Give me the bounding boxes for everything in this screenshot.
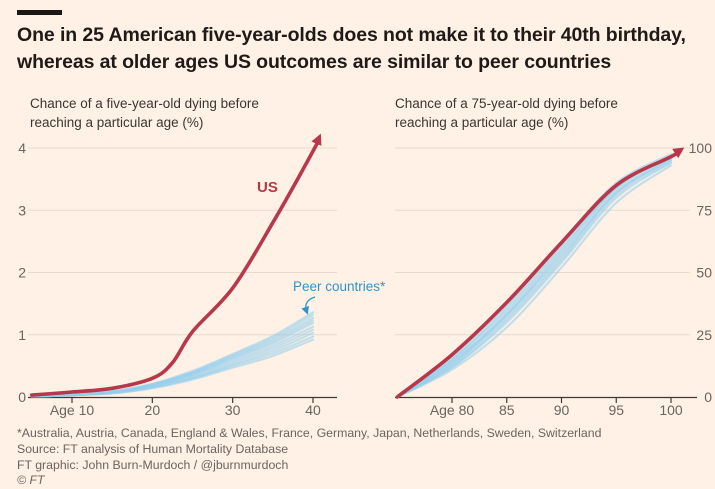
- y-tick-label: 25: [696, 327, 712, 343]
- source-line: Source: FT analysis of Human Mortality D…: [17, 441, 289, 456]
- page-title: One in 25 American five-year-olds does n…: [17, 22, 707, 76]
- peer-country-line: [30, 335, 315, 398]
- y-tick-label: 75: [696, 202, 712, 218]
- left-chart: 0 1 2 3 4 Age 10 20 30 40: [18, 133, 337, 418]
- peer-country-line: [396, 164, 673, 399]
- peer-countries-label: Peer countries*: [293, 279, 386, 294]
- y-tick-label: 0: [704, 389, 712, 405]
- us-line: [30, 133, 322, 397]
- x-tick-label: Age 80: [430, 402, 475, 418]
- title-line-2: whereas at older ages US outcomes are si…: [17, 51, 612, 73]
- x-tick-label: 95: [608, 402, 624, 418]
- peer-country-line: [30, 311, 315, 398]
- y-tick-label: 100: [689, 140, 713, 156]
- credit-line: FT graphic: John Burn-Murdoch / @jburnmu…: [17, 457, 289, 472]
- x-tick-label: 20: [145, 402, 161, 418]
- x-tick-label: 40: [305, 402, 321, 418]
- left-chart-subtitle: Chance of a five-year-old dying before r…: [30, 96, 259, 130]
- copyright-line: © FT: [17, 473, 45, 488]
- y-tick-label: 50: [696, 265, 712, 281]
- x-tick-label: 100: [659, 402, 683, 418]
- x-tick-label: Age 10: [50, 402, 95, 418]
- x-tick-label: 30: [225, 402, 241, 418]
- y-tick-label: 1: [18, 327, 26, 343]
- y-tick-label: 3: [18, 202, 26, 218]
- peer-label-arrow: [301, 296, 316, 315]
- x-tick-label: 85: [499, 402, 515, 418]
- peer-country-line: [396, 160, 673, 399]
- us-line: [395, 147, 685, 399]
- right-chart: 0 25 50 75 100 Age 80 85 90 95 100: [395, 140, 712, 418]
- title-line-1: One in 25 American five-year-olds does n…: [17, 24, 686, 46]
- y-tick-label: 4: [18, 140, 26, 156]
- chart-footer: *Australia, Austria, Canada, England & W…: [17, 426, 707, 489]
- us-series-label: US: [257, 179, 278, 196]
- x-tick-label: 90: [554, 402, 570, 418]
- footnote-peer-countries: *Australia, Austria, Canada, England & W…: [17, 426, 602, 440]
- y-tick-label: 0: [18, 389, 26, 405]
- y-tick-label: 2: [18, 265, 26, 281]
- right-chart-subtitle: Chance of a 75-year-old dying before rea…: [395, 96, 618, 130]
- ft-accent-bar: [17, 10, 62, 15]
